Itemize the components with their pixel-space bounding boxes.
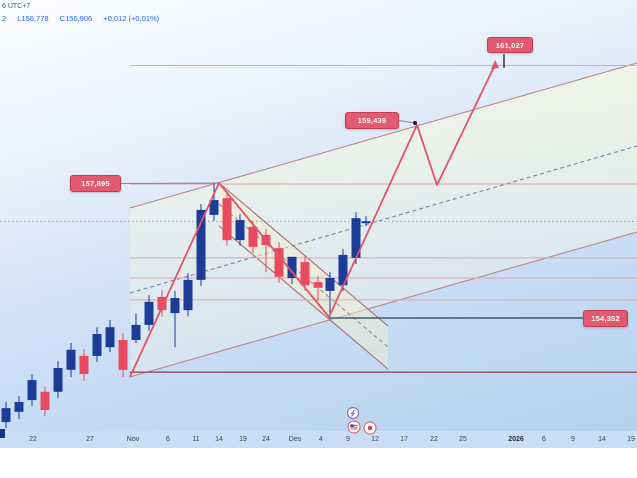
logo-fragment <box>0 429 5 438</box>
x-axis-label-14: 14 <box>215 436 223 443</box>
candle-18-up <box>235 220 245 241</box>
x-axis-label-27: 27 <box>86 436 94 443</box>
channel-lower-line[interactable] <box>129 231 637 378</box>
price-label-157895[interactable]: 157,895 <box>70 175 121 192</box>
x-axis-label-des: Des <box>288 436 302 443</box>
price-label-161027[interactable]: 161,027 <box>487 37 533 53</box>
candle-21-down <box>274 248 284 277</box>
ohlc-close: C156,906 <box>59 14 93 23</box>
x-axis-label-14: 14 <box>598 436 606 443</box>
x-axis-label-22: 22 <box>29 436 37 443</box>
x-axis-label-nov: Nov <box>126 436 140 443</box>
candle-7-up <box>92 334 102 356</box>
candle-14-up <box>183 279 193 311</box>
x-axis-label-6: 6 <box>542 436 546 443</box>
ohlc-high-fragment: 2 <box>2 14 7 23</box>
marker-dot-event-icon[interactable] <box>363 421 377 435</box>
candle-17-down <box>222 198 232 241</box>
candle-4-up <box>53 368 63 392</box>
bottom-whitespace <box>0 448 637 478</box>
timezone-text: 6 UTC+7 <box>2 3 31 10</box>
drawing-anchor-dot[interactable] <box>413 121 417 125</box>
candle-12-down <box>157 296 167 311</box>
candle-27-up <box>351 218 361 258</box>
us-flag-event-icon[interactable] <box>347 420 361 434</box>
label-connector-2 <box>120 182 220 184</box>
candle-0-up <box>1 408 11 423</box>
candle-15-up <box>196 209 206 280</box>
price-label-159439[interactable]: 159,439 <box>345 112 399 129</box>
candle-8-up <box>105 327 115 348</box>
ohlc-readout: 2 L156,778 C156,906 +0,012 (+0,01%) <box>2 14 168 23</box>
x-axis-label-17: 17 <box>400 436 408 443</box>
flag-upper-line[interactable] <box>218 182 389 327</box>
ascending-channel-fill[interactable] <box>130 63 637 377</box>
candle-11-up <box>144 301 154 325</box>
x-axis-label-11: 11 <box>192 436 200 443</box>
ohlc-low: L156,778 <box>17 14 49 23</box>
candle-24-down <box>313 282 323 288</box>
candle-6-down <box>79 355 89 375</box>
x-axis-label-24: 24 <box>262 436 270 443</box>
x-axis-label-9: 9 <box>571 436 575 443</box>
flag-lower-line[interactable] <box>218 225 389 370</box>
x-axis-label-9: 9 <box>346 436 350 443</box>
flag-midline-dashed[interactable] <box>218 203 389 348</box>
candle-9-down <box>118 340 128 370</box>
candle-19-down <box>248 226 258 247</box>
projection-arrowhead <box>491 60 499 69</box>
x-axis-label-25: 25 <box>459 436 467 443</box>
candle-25-up <box>325 278 335 291</box>
x-axis-label-2026: 2026 <box>508 436 524 443</box>
candle-16-up <box>209 200 219 215</box>
x-axis-label-22: 22 <box>430 436 438 443</box>
label-connector-1 <box>398 120 416 124</box>
x-axis-label-12: 12 <box>371 436 379 443</box>
x-axis-label-6: 6 <box>166 436 170 443</box>
candle-10-up <box>131 324 141 340</box>
candle-26-up <box>338 254 348 286</box>
flash-event-icon[interactable] <box>346 406 360 420</box>
candle-1-up <box>14 402 24 412</box>
candle-2-up <box>27 380 37 401</box>
projection-zigzag[interactable] <box>129 64 496 378</box>
price-label-154352[interactable]: 154,352 <box>583 310 628 327</box>
candle-13-up <box>170 298 180 314</box>
candle-3-down <box>40 391 50 410</box>
candle-28-up <box>361 221 371 224</box>
x-axis-label-19: 19 <box>627 436 635 443</box>
ohlc-change: +0,012 (+0,01%) <box>103 14 160 23</box>
x-axis-label-19: 19 <box>239 436 247 443</box>
channel-midline-dashed[interactable] <box>129 145 637 294</box>
candle-22-up <box>287 256 297 278</box>
candle-23-down <box>300 262 310 286</box>
candle-5-up <box>66 349 76 370</box>
time-axis[interactable] <box>0 431 637 448</box>
x-axis-label-4: 4 <box>319 436 323 443</box>
